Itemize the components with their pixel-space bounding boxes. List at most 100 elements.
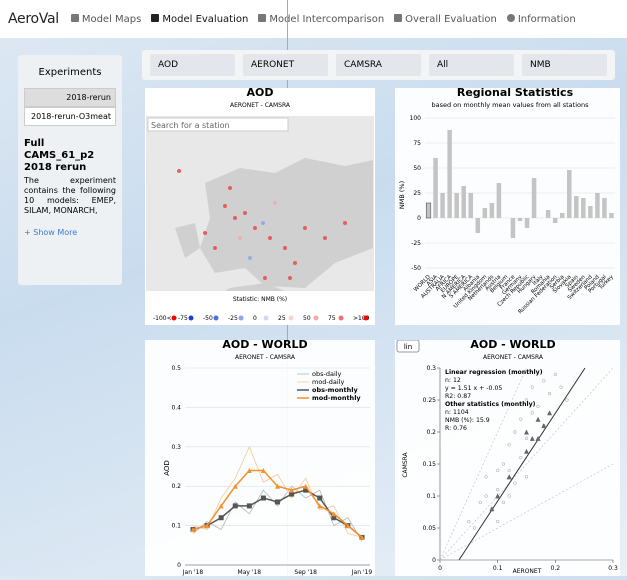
station[interactable]: [228, 186, 232, 190]
nav-label[interactable]: Model Maps: [82, 14, 142, 25]
point: [547, 410, 552, 415]
nav-label[interactable]: Overall Evaluation: [405, 14, 497, 25]
point: [496, 488, 499, 491]
search-placeholder[interactable]: Search for a station: [151, 121, 230, 130]
x-tick-label: 0.2: [551, 565, 561, 572]
bar: [609, 213, 614, 218]
x-tick-label: May '18: [238, 569, 262, 576]
logo[interactable]: AeroVal: [8, 11, 59, 27]
point: [524, 449, 529, 454]
series-line: [193, 486, 362, 541]
bar: [546, 210, 551, 218]
station[interactable]: [203, 231, 207, 235]
colorbar-swatch: [339, 316, 344, 321]
y-axis-label: CAMSRA: [402, 451, 409, 477]
x-tick-label: 0: [438, 565, 442, 572]
station[interactable]: [223, 204, 227, 208]
scale-button-label[interactable]: lin: [404, 343, 412, 351]
nav-label[interactable]: Information: [518, 14, 576, 25]
bar-panel: Regional Statistics based on monthly mea…: [395, 88, 620, 325]
y-tick-label: 0.3: [426, 365, 436, 372]
chart-subtitle: based on monthly mean values from all st…: [432, 101, 590, 109]
legend-title: Statistic: NMB (%): [233, 296, 287, 303]
experiment[interactable]: 2018-rerun: [24, 88, 116, 107]
nav-item[interactable]: Model Maps: [71, 14, 142, 25]
dropdown[interactable]: AERONET: [243, 54, 328, 76]
chart: lin AOD - WORLD AERONET - CAMSRA AERONET…: [395, 340, 620, 576]
dropdown[interactable]: NMB: [522, 54, 607, 76]
y-tick-label: 0.5: [171, 365, 181, 372]
y-tick-label: 0.2: [426, 429, 436, 436]
point: [530, 436, 535, 441]
point: [485, 495, 488, 498]
colorbar-label: -25: [228, 315, 238, 322]
bar: [433, 158, 438, 218]
y-tick-label: 50: [413, 165, 421, 172]
annotation: R2: 0.87: [445, 393, 471, 400]
bar: [454, 193, 459, 218]
point: [247, 503, 252, 508]
nav-item[interactable]: Model Evaluation: [151, 14, 248, 25]
nav-item[interactable]: Model Intercomparison: [258, 14, 384, 25]
x-axis-label: AERONET: [513, 568, 542, 575]
point: [502, 463, 505, 466]
station[interactable]: [248, 256, 252, 260]
y-tick-label: 0.25: [423, 397, 437, 404]
experiment[interactable]: 2018-rerun-O3meat: [24, 107, 116, 126]
station[interactable]: [243, 211, 247, 215]
point: [467, 520, 470, 523]
bar: [588, 206, 593, 218]
point: [565, 399, 568, 402]
station[interactable]: [253, 226, 257, 230]
point: [275, 499, 280, 504]
bar: [532, 178, 537, 218]
dropdown[interactable]: AOD: [150, 54, 235, 76]
nav-label[interactable]: Model Evaluation: [162, 14, 248, 25]
station[interactable]: [283, 246, 287, 250]
y-tick-label: 75: [413, 140, 421, 147]
nav-item[interactable]: Overall Evaluation: [394, 14, 497, 25]
bar: [426, 203, 431, 218]
station[interactable]: [343, 221, 347, 225]
station[interactable]: [268, 236, 272, 240]
station[interactable]: [323, 236, 327, 240]
dropdown[interactable]: CAMSRA: [336, 54, 421, 76]
colorbar-label: -75: [178, 315, 188, 322]
station[interactable]: [233, 216, 237, 220]
nav-item[interactable]: Information: [507, 14, 576, 25]
scatter-panel: lin AOD - WORLD AERONET - CAMSRA AERONET…: [395, 340, 620, 576]
experiment-description: The experiment contains the following 10…: [24, 176, 116, 216]
annotation: n: 1104: [445, 409, 469, 416]
station[interactable]: [288, 276, 292, 280]
legend-label: mod-monthly: [312, 394, 361, 402]
map: AOD AERONET - CAMSRA Search for a statio…: [145, 88, 375, 325]
dropdown[interactable]: All: [429, 54, 514, 76]
station[interactable]: [273, 201, 277, 205]
station[interactable]: [303, 226, 307, 230]
bar: [518, 218, 523, 221]
colorbar-swatch: [172, 316, 177, 321]
station[interactable]: [293, 261, 297, 265]
map-title: AOD: [247, 88, 274, 99]
station[interactable]: [213, 246, 217, 250]
x-tick-label: Jan '19: [351, 569, 373, 576]
show-more[interactable]: + Show More: [24, 228, 116, 237]
colorbar-swatch: [239, 316, 244, 321]
colorbar-swatch: [189, 316, 194, 321]
y-tick-label: 25: [413, 190, 421, 197]
station[interactable]: [263, 276, 267, 280]
colorbar-label: 75: [328, 315, 336, 322]
chart: Regional Statistics based on monthly mea…: [395, 88, 620, 325]
station[interactable]: [238, 236, 242, 240]
menu-bar: AOD AERONET CAMSRA All NMB: [142, 50, 615, 80]
point: [317, 496, 322, 501]
point: [502, 501, 505, 504]
station[interactable]: [261, 221, 265, 225]
station[interactable]: [177, 169, 181, 173]
bar: [581, 198, 586, 218]
x-tick-label: Jan '18: [182, 569, 204, 576]
chart: AOD - WORLD AERONET - CAMSRA AOD 00.10.2…: [145, 340, 375, 576]
y-tick-label: 0.2: [171, 483, 181, 490]
bar: [447, 130, 452, 218]
colorbar-label: 50: [303, 315, 311, 322]
